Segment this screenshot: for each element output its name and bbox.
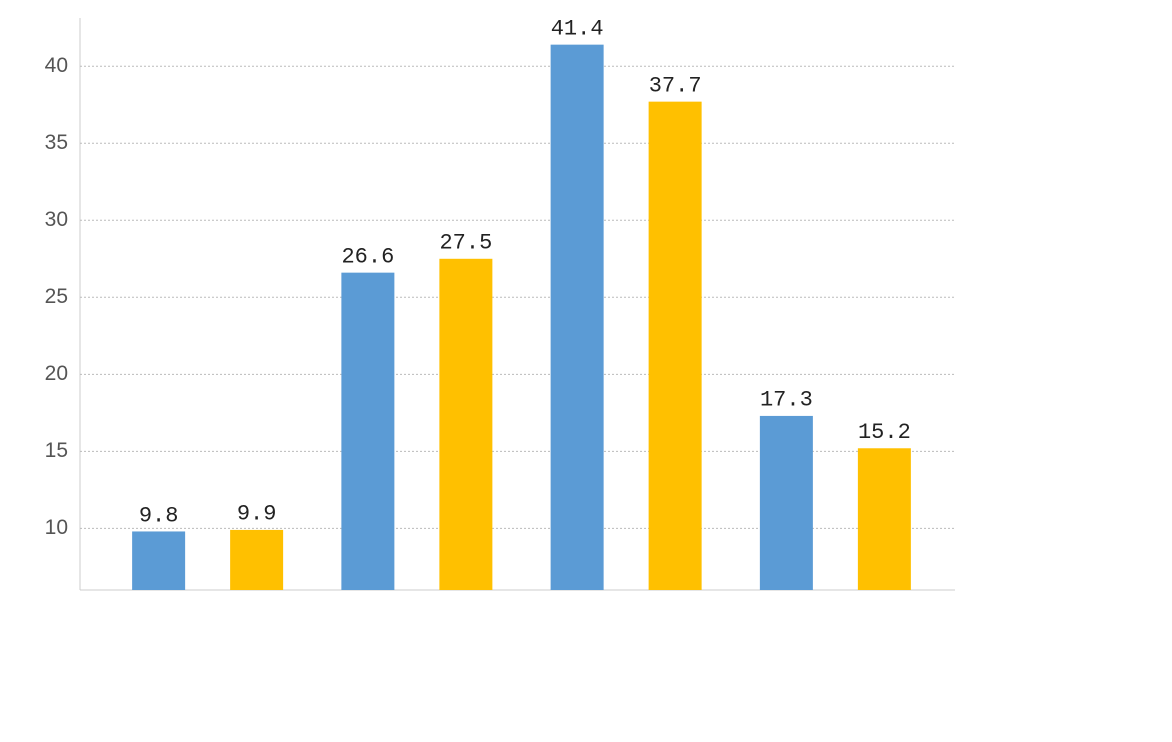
y-tick-label: 10 (45, 516, 68, 539)
bar (759, 415, 813, 590)
bar (230, 529, 284, 590)
bar (648, 101, 702, 590)
bar (132, 531, 186, 590)
y-tick-label: 20 (45, 362, 68, 385)
bar (857, 448, 911, 590)
value-label: 26.6 (341, 244, 394, 269)
y-tick-label: 30 (45, 208, 68, 231)
value-label: 9.8 (139, 503, 179, 528)
y-tick-label: 35 (45, 131, 68, 154)
value-label: 9.9 (237, 502, 277, 527)
value-label: 41.4 (551, 16, 604, 41)
bar (439, 258, 493, 590)
y-tick-label: 15 (45, 439, 68, 462)
bar (550, 44, 604, 591)
y-tick-label: 25 (45, 285, 68, 308)
value-label: 17.3 (760, 388, 813, 413)
value-label: 27.5 (439, 231, 492, 256)
bar (341, 272, 395, 590)
value-label: 37.7 (649, 73, 702, 98)
value-label: 15.2 (858, 420, 911, 445)
y-tick-label: 40 (45, 54, 68, 77)
